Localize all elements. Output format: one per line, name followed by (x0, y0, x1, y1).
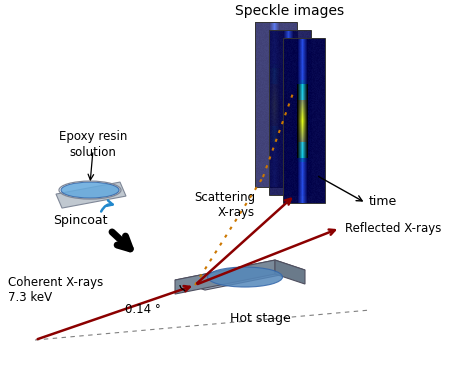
Text: time: time (369, 194, 397, 208)
Text: Hot stage: Hot stage (230, 312, 291, 325)
Text: Epoxy resin
solution: Epoxy resin solution (59, 130, 127, 159)
Text: Spincoat: Spincoat (53, 214, 107, 227)
Polygon shape (56, 182, 126, 208)
Polygon shape (175, 260, 305, 290)
Text: Scattering
X-rays: Scattering X-rays (194, 191, 255, 219)
Text: Reflected X-rays: Reflected X-rays (345, 222, 441, 235)
Polygon shape (275, 260, 305, 284)
Text: Coherent X-rays
7.3 keV: Coherent X-rays 7.3 keV (8, 276, 103, 304)
Text: 0.14 °: 0.14 ° (125, 303, 161, 316)
Polygon shape (175, 260, 275, 294)
Ellipse shape (61, 182, 119, 198)
Ellipse shape (208, 267, 283, 287)
Text: Speckle images: Speckle images (236, 4, 345, 18)
